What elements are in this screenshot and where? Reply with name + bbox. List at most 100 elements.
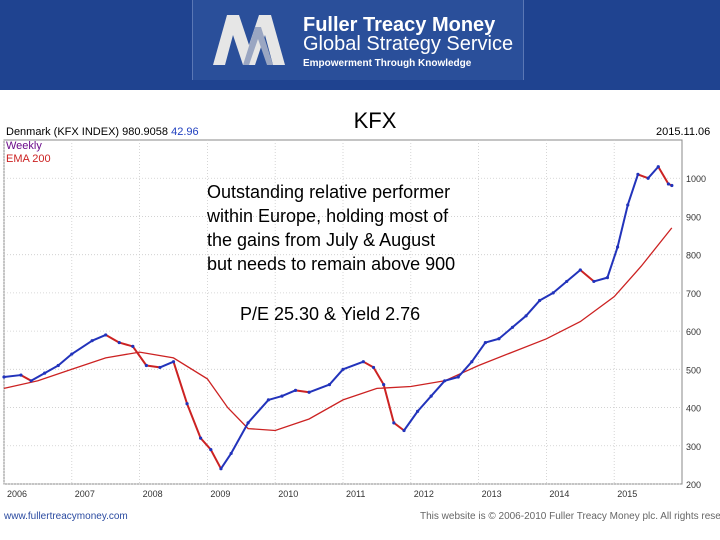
x-tick-label: 2011 [346,489,365,499]
x-tick-label: 2010 [278,489,298,499]
y-tick-label: 600 [686,327,701,337]
weekly-segment [525,299,541,317]
weekly-segment [593,276,608,283]
weekly-point [341,367,345,371]
change-value: 42.96 [171,126,199,138]
brand-service: Global Strategy Service [303,33,514,55]
weekly-segment [20,374,32,382]
weekly-point [429,394,433,398]
weekly-segment [159,360,174,369]
weekly-segment [362,360,375,369]
y-tick-label: 400 [686,404,701,414]
weekly-point [209,448,213,452]
weekly-segment [132,345,148,367]
brand-tagline: Empowerment Through Knowledge [303,58,472,69]
y-tick-label: 500 [686,365,701,375]
weekly-segment [403,410,419,432]
brand-box: Fuller Treacy Money Global Strategy Serv… [192,0,524,80]
weekly-segment [430,380,446,397]
weekly-point [327,383,332,387]
weekly-segment [281,389,296,398]
weekly-point [90,339,94,343]
legend-weekly: Weekly [6,140,42,152]
weekly-point [524,314,528,318]
weekly-point [646,176,650,180]
weekly-segment [457,361,473,378]
y-tick-label: 1000 [686,174,706,184]
weekly-point [626,203,630,207]
weekly-point [246,421,250,425]
x-tick-label: 2008 [143,489,163,499]
weekly-segment [230,422,249,454]
weekly-segment [247,399,270,424]
weekly-segment [566,269,581,283]
weekly-segment [372,366,385,386]
header-banner: Fuller Treacy Money Global Strategy Serv… [0,0,720,90]
weekly-segment [498,326,514,340]
weekly-segment [579,269,595,283]
x-tick-label: 2013 [482,489,502,499]
weekly-point [19,373,23,377]
ftm-logo-icon [213,15,285,65]
x-tick-label: 2007 [75,489,95,499]
weekly-point [656,165,660,169]
instrument-label: Denmark (KFX INDEX) 980.9058 [6,126,169,138]
weekly-point [371,365,376,370]
brand-name: Fuller Treacy Money [303,14,496,36]
weekly-segment [172,361,189,405]
weekly-point [551,291,555,295]
weekly-point [392,421,396,425]
weekly-point [70,352,74,356]
weekly-segment [199,437,212,451]
weekly-point [307,390,311,394]
weekly-segment [342,360,364,371]
weekly-point [131,344,135,348]
weekly-point [456,375,460,379]
weekly-point [415,409,420,413]
weekly-point [43,371,47,375]
weekly-segment [91,334,107,342]
weekly-point [666,182,671,186]
annotation-pe-yield: P/E 25.30 & Yield 2.76 [240,304,421,324]
weekly-point [293,388,298,392]
weekly-segment [220,452,232,470]
weekly-point [382,383,386,387]
weekly-point [266,398,271,402]
weekly-segment [105,334,120,344]
footer-website[interactable]: www.fullertreacymoney.com [4,511,128,522]
weekly-segment [146,364,161,369]
weekly-point [361,360,365,364]
weekly-segment [485,337,500,344]
weekly-point [219,467,223,471]
weekly-point [185,402,189,406]
footer-copyright: This website is © 2006-2010 Fuller Treac… [420,511,720,522]
chart-date: 2015.11.06 [656,126,711,138]
weekly-segment [186,403,202,439]
slide-title: KFX [353,108,397,133]
annotation-line-2: within Europe, holding most of [207,206,449,226]
x-tick-label: 2012 [414,489,434,499]
weekly-segment [328,368,344,386]
weekly-point [636,172,640,176]
weekly-point [29,379,33,383]
y-tick-label: 900 [686,212,701,222]
x-tick-label: 2014 [549,489,569,499]
weekly-point [158,365,162,370]
y-tick-label: 300 [686,442,701,452]
weekly-point [670,183,674,188]
weekly-segment [209,449,222,470]
y-tick-label: 200 [686,480,701,490]
weekly-point [470,360,474,364]
weekly-point [171,360,176,364]
ema-200-line [3,227,673,432]
weekly-segment [511,315,527,329]
weekly-segment [647,166,660,179]
weekly-point [144,363,148,368]
x-tick-label: 2009 [210,489,230,499]
weekly-segment [444,376,459,382]
weekly-segment [44,364,59,375]
x-tick-label: 2015 [617,489,637,499]
weekly-segment [657,166,670,185]
chart-instrument: Denmark (KFX INDEX) 980.9058 42.96 [6,126,199,138]
weekly-segment [3,374,22,378]
